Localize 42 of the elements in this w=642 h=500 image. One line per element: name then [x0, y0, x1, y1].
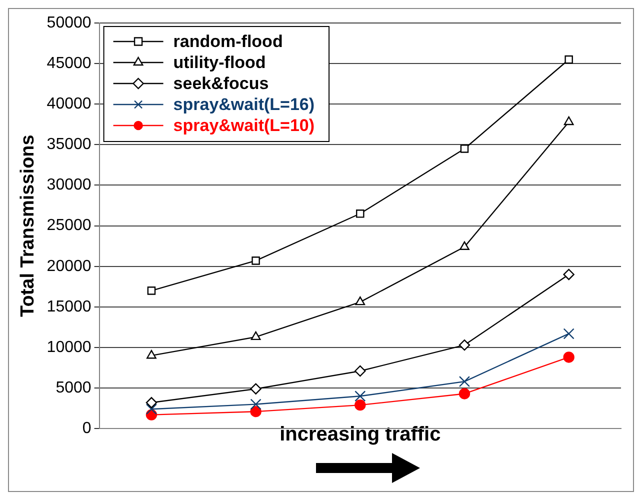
y-tick-label: 45000 [46, 54, 92, 72]
point [252, 256, 260, 265]
y-tick-label: 25000 [46, 217, 92, 234]
point [460, 241, 470, 250]
point [146, 404, 158, 415]
y-tick-label: 35000 [46, 136, 92, 154]
point [564, 116, 574, 126]
point [354, 390, 366, 402]
legend-label: utility-flood [173, 53, 266, 72]
y-tick-label: 15000 [46, 298, 92, 316]
point [147, 286, 156, 295]
y-tick-label: 50000 [46, 14, 92, 32]
y-tick-label: 30000 [46, 176, 92, 194]
legend-label: random-flood [173, 32, 283, 52]
point [250, 331, 261, 340]
legend-label: seek&focus [173, 74, 269, 94]
point [563, 352, 574, 363]
point [563, 268, 574, 280]
point [250, 398, 262, 410]
point [354, 399, 366, 411]
y-tick-label: 40000 [46, 96, 92, 113]
point [250, 383, 262, 394]
y-tick-label: 10000 [46, 338, 92, 356]
point [458, 339, 470, 351]
point [460, 144, 469, 153]
legend-label: spray&wait(L=10) [173, 116, 315, 136]
point [250, 406, 262, 418]
point [563, 328, 574, 340]
legend-label: spray&wait(L=16) [173, 95, 315, 114]
y-tick-label: 5000 [56, 379, 92, 396]
point [458, 376, 470, 388]
point [146, 397, 158, 408]
point [564, 55, 573, 64]
point [146, 350, 156, 359]
point [355, 296, 366, 306]
point [356, 209, 364, 218]
point [458, 388, 470, 400]
y-tick-label: 0 [82, 420, 92, 438]
y-tick-label: 20000 [46, 258, 92, 275]
y-axis-title: Total Transmissions [18, 134, 39, 317]
x-axis-title: increasing traffic [280, 424, 441, 446]
point [354, 365, 366, 377]
